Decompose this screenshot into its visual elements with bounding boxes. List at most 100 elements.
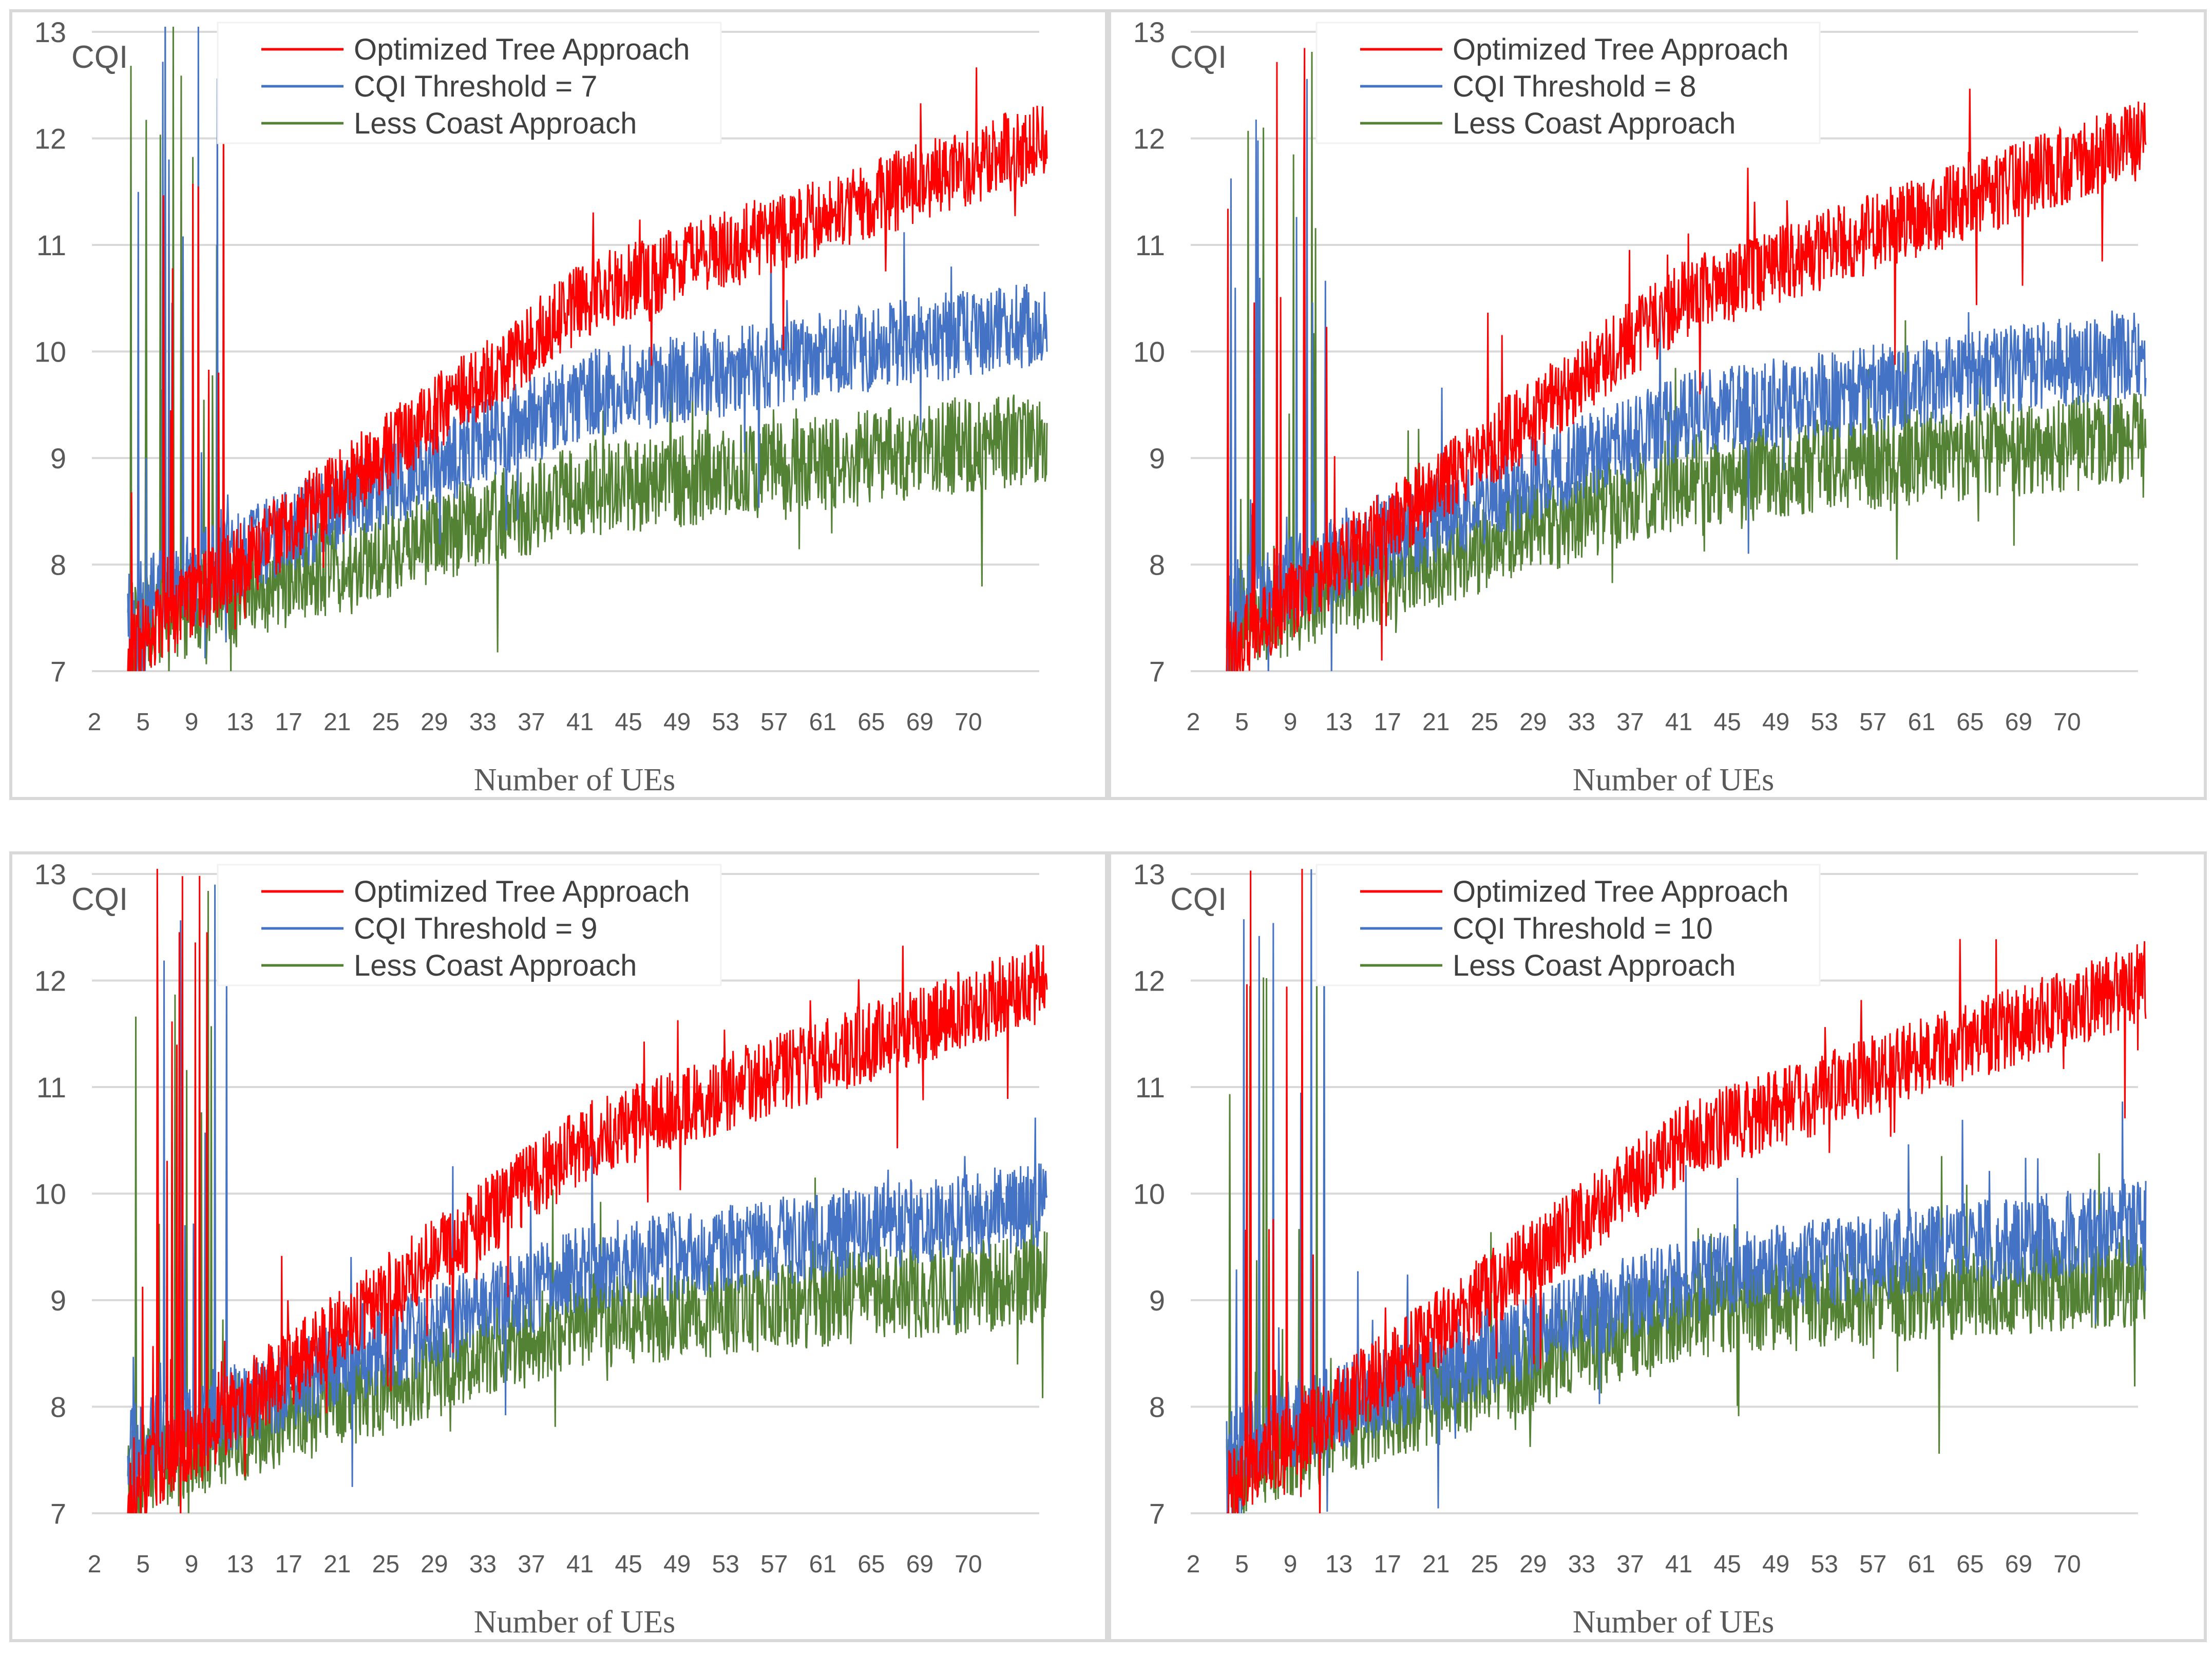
x-tick-label: 57 — [1859, 1551, 1886, 1578]
x-tick-label: 13 — [226, 1551, 254, 1578]
x-tick-label: 57 — [1859, 709, 1886, 736]
x-tick-label: 49 — [1762, 1551, 1789, 1578]
x-tick-label: 13 — [226, 709, 254, 736]
y-tick-label: 7 — [1149, 1497, 1165, 1530]
x-tick-label: 25 — [1471, 709, 1498, 736]
x-tick-label: 45 — [615, 1551, 642, 1578]
x-tick-label: 25 — [1471, 1551, 1498, 1578]
x-tick-label: 61 — [809, 709, 836, 736]
y-tick-label: 7 — [50, 655, 66, 688]
y-tick-label: 8 — [50, 1391, 66, 1423]
x-tick-label: 9 — [1284, 709, 1298, 736]
legend-label-3: Less Coast Approach — [1453, 949, 1736, 982]
x-tick-label: 5 — [1235, 709, 1249, 736]
x-tick-label: 69 — [2005, 1551, 2032, 1578]
y-tick-label: 7 — [1149, 655, 1165, 688]
legend-label-3: Less Coast Approach — [354, 949, 637, 982]
x-tick-label: 21 — [1422, 1551, 1450, 1578]
y-tick-label: 12 — [34, 123, 66, 155]
series-line-1 — [127, 869, 1048, 1513]
y-tick-label: 13 — [1133, 858, 1165, 890]
x-tick-label: 53 — [1811, 1551, 1838, 1578]
x-tick-label: 45 — [1713, 1551, 1741, 1578]
y-tick-label: 13 — [1133, 16, 1165, 48]
x-tick-label: 29 — [1519, 709, 1547, 736]
x-tick-label: 61 — [1908, 1551, 1935, 1578]
y-tick-label: 9 — [50, 442, 66, 474]
x-tick-label: 49 — [1762, 709, 1789, 736]
x-tick-label: 13 — [1325, 709, 1352, 736]
y-tick-label: 11 — [1135, 1071, 1165, 1104]
x-tick-label: 69 — [2005, 709, 2032, 736]
y-tick-label: 9 — [1149, 442, 1165, 474]
x-tick-label: 65 — [857, 1551, 885, 1578]
x-tick-label: 45 — [1713, 709, 1741, 736]
y-tick-label: 10 — [1133, 1178, 1165, 1210]
y-tick-label: 8 — [50, 549, 66, 581]
x-tick-label: 33 — [1568, 1551, 1595, 1578]
x-axis-label: Number of UEs — [1573, 1605, 1775, 1640]
x-tick-label: 37 — [518, 1551, 545, 1578]
x-tick-label: 2 — [1187, 709, 1200, 736]
y-tick-label: 9 — [1149, 1284, 1165, 1317]
x-tick-label: 65 — [1956, 1551, 1984, 1578]
legend-label-1: Optimized Tree Approach — [1453, 875, 1788, 908]
legend-label-1: Optimized Tree Approach — [1453, 33, 1788, 66]
x-tick-label: 5 — [136, 709, 150, 736]
y-tick-label: 11 — [36, 1071, 66, 1104]
y-axis-label: CQI — [1170, 882, 1227, 917]
x-tick-label: 33 — [1568, 709, 1595, 736]
x-tick-label: 49 — [663, 709, 691, 736]
x-tick-label: 41 — [566, 1551, 594, 1578]
chart-panel-3: 7 8 9 10 11 12 13 2 5 9 13 17 21 25 29 33 37 41 45 49 53 57 61… — [9, 851, 1108, 1642]
x-tick-label: 70 — [955, 1551, 982, 1578]
x-tick-label: 13 — [1325, 1551, 1352, 1578]
series-line-1 — [1227, 869, 2147, 1513]
y-tick-label: 7 — [50, 1497, 66, 1530]
y-tick-label: 11 — [36, 229, 66, 261]
x-tick-label: 29 — [1519, 1551, 1547, 1578]
x-tick-label: 5 — [1235, 1551, 1249, 1578]
x-tick-label: 37 — [1616, 709, 1644, 736]
legend-label-3: Less Coast Approach — [354, 107, 637, 140]
x-axis-label: Number of UEs — [474, 1605, 676, 1640]
y-tick-label: 10 — [1133, 336, 1165, 368]
x-tick-label: 21 — [323, 1551, 351, 1578]
x-tick-label: 29 — [421, 709, 448, 736]
y-tick-label: 10 — [34, 336, 66, 368]
x-tick-label: 70 — [2053, 709, 2081, 736]
x-tick-label: 29 — [421, 1551, 448, 1578]
x-tick-label: 41 — [1665, 709, 1692, 736]
y-tick-label: 12 — [1133, 123, 1165, 155]
x-axis-label: Number of UEs — [474, 763, 676, 797]
x-tick-label: 57 — [760, 1551, 788, 1578]
x-tick-label: 61 — [1908, 709, 1935, 736]
y-tick-label: 10 — [34, 1178, 66, 1210]
x-tick-label: 70 — [955, 709, 982, 736]
x-tick-label: 49 — [663, 1551, 691, 1578]
x-tick-label: 9 — [185, 1551, 199, 1578]
x-tick-label: 2 — [88, 709, 102, 736]
x-tick-label: 25 — [372, 709, 399, 736]
chart-panel-4: 7 8 9 10 11 12 13 2 5 9 13 17 21 25 29 33 37 41 45 49 53 57 61… — [1108, 851, 2207, 1642]
y-tick-label: 9 — [50, 1284, 66, 1317]
x-tick-label: 53 — [712, 1551, 739, 1578]
legend-label-3: Less Coast Approach — [1453, 107, 1736, 140]
x-tick-label: 9 — [1284, 1551, 1298, 1578]
x-axis-label: Number of UEs — [1573, 763, 1775, 797]
x-tick-label: 57 — [760, 709, 788, 736]
y-tick-label: 8 — [1149, 1391, 1165, 1423]
series-line-1 — [127, 67, 1048, 671]
x-tick-label: 21 — [1422, 709, 1450, 736]
series-line-3 — [1226, 51, 2147, 671]
x-tick-label: 25 — [372, 1551, 399, 1578]
x-tick-label: 33 — [469, 1551, 497, 1578]
x-tick-label: 33 — [469, 709, 497, 736]
x-tick-label: 69 — [906, 1551, 933, 1578]
y-tick-label: 11 — [1135, 229, 1165, 261]
x-tick-label: 70 — [2053, 1551, 2081, 1578]
legend-label-2: CQI Threshold = 8 — [1453, 70, 1696, 103]
legend-label-2: CQI Threshold = 9 — [354, 912, 597, 945]
